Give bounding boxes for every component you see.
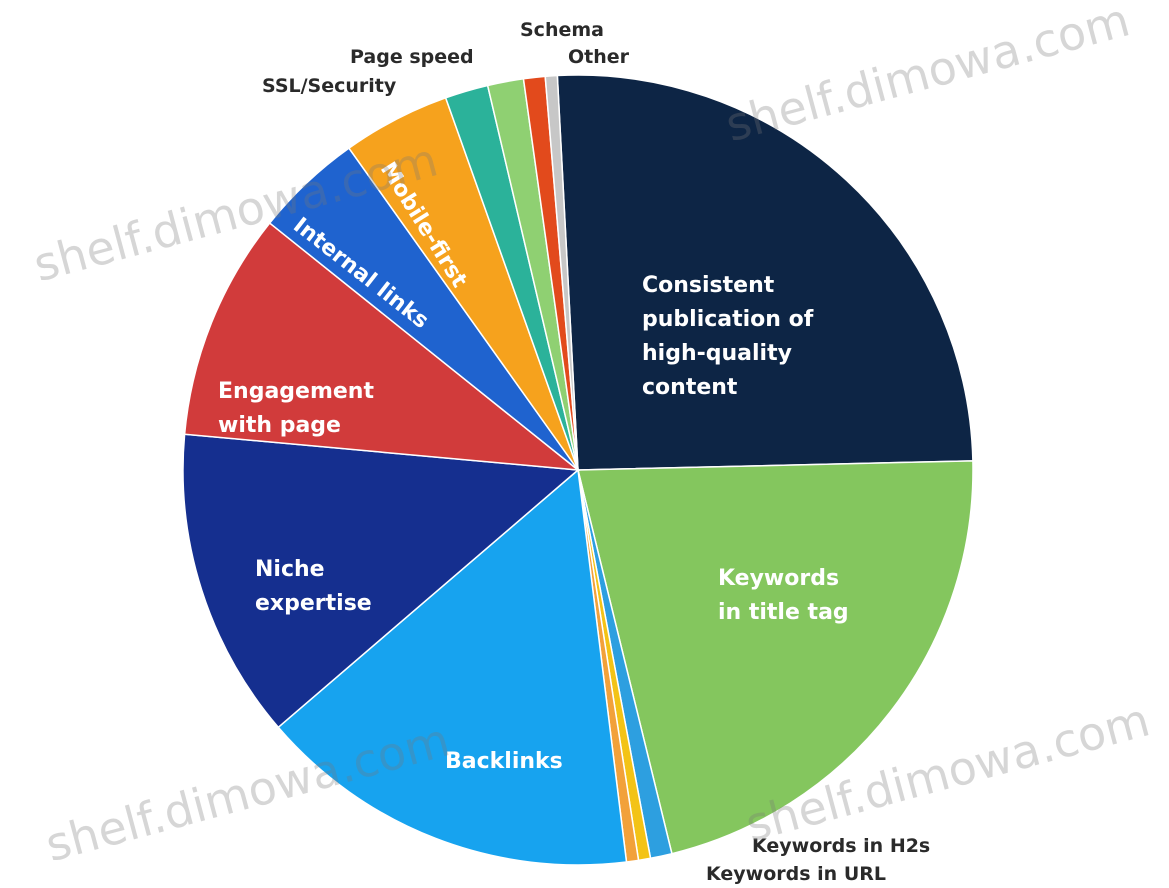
pie-slice xyxy=(556,74,974,471)
slice-label-niche-expertise: Niche expertise xyxy=(255,557,372,616)
slice-label-title-tag: Keywords in title tag xyxy=(718,566,849,625)
pie-slice xyxy=(183,222,581,471)
callout-label-schema: Schema xyxy=(520,19,604,41)
pie-slice xyxy=(277,468,628,866)
pie-slice xyxy=(182,433,580,729)
callout-label-page-speed: Page speed xyxy=(350,46,474,68)
slice-label-engagement: Engagement with page xyxy=(218,379,374,438)
callout-label-other: Other xyxy=(568,46,630,68)
pie-slice xyxy=(577,460,974,855)
slice-label-backlinks: Backlinks xyxy=(445,749,563,774)
pie-slices xyxy=(182,74,974,866)
slice-label-consistent-content: Consistent publication of high-quality cont… xyxy=(642,273,814,400)
callout-label-ssl-security: SSL/Security xyxy=(262,75,397,97)
pie-slice xyxy=(544,74,579,471)
callout-label-keywords-url: Keywords in URL xyxy=(706,863,886,885)
callout-label-keywords-h2s: Keywords in H2s xyxy=(752,835,930,857)
